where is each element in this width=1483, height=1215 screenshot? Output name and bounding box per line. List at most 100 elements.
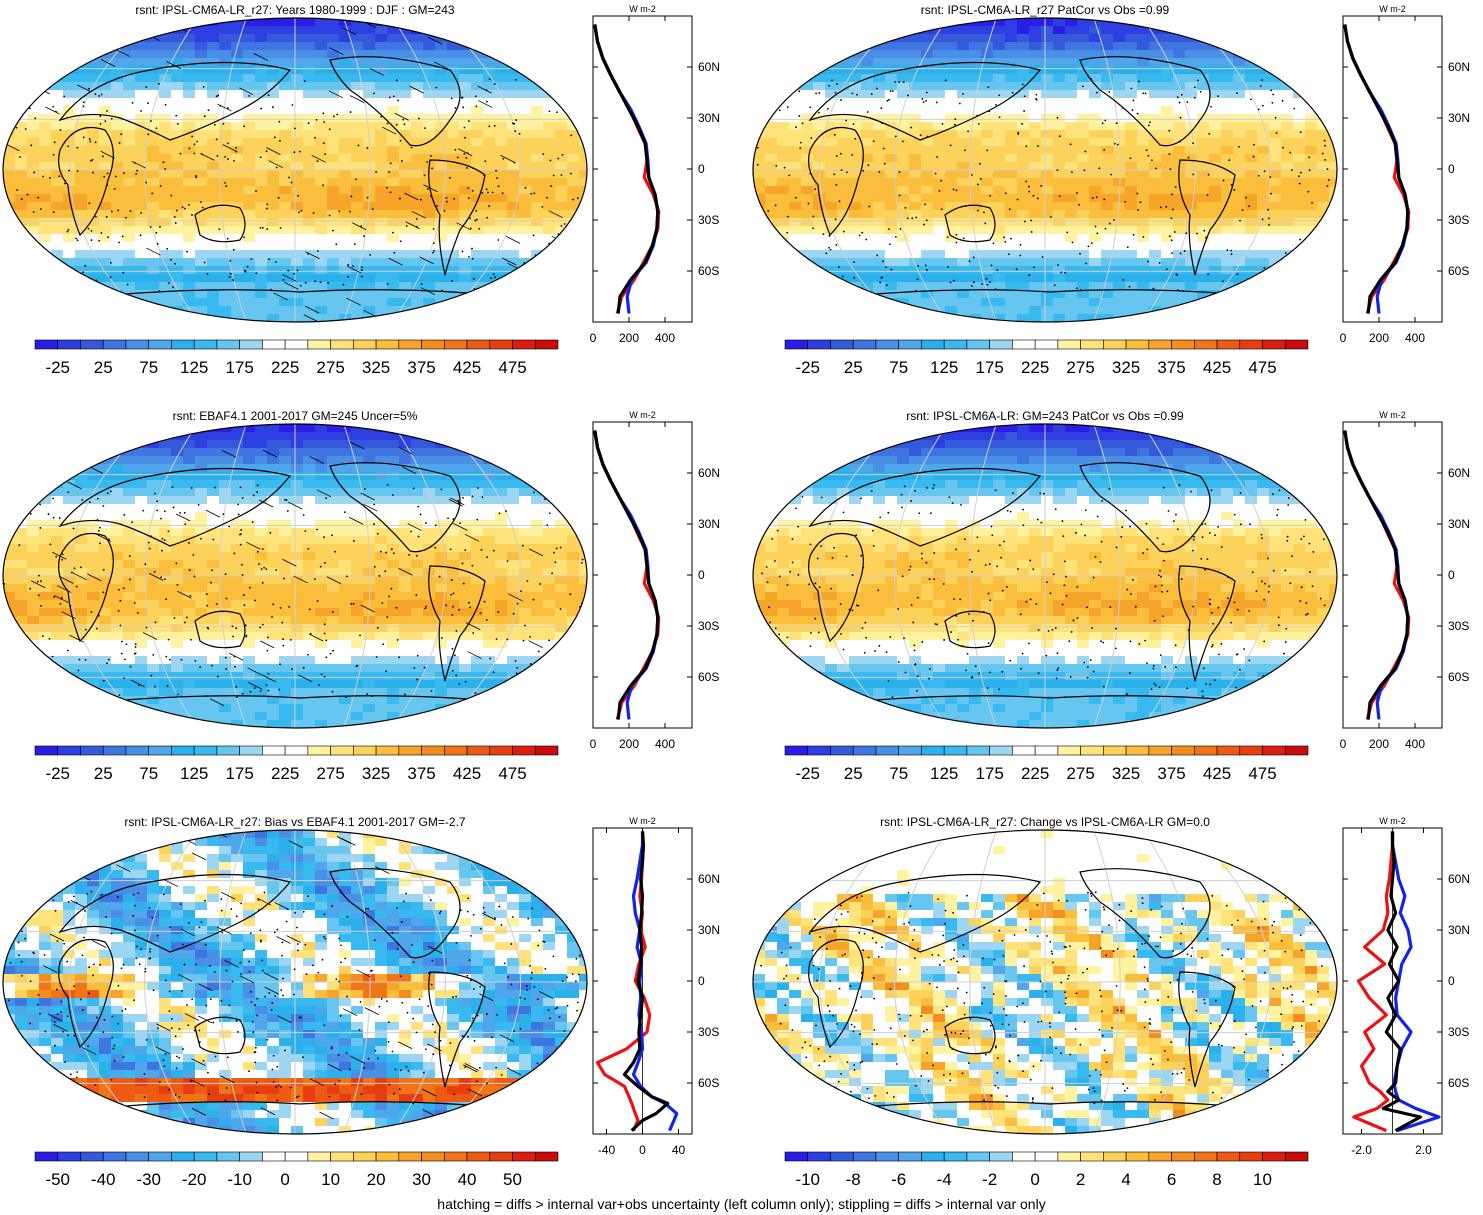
graticule	[3, 830, 587, 1134]
colorbar-swatch	[171, 339, 195, 350]
map-border	[2, 423, 588, 729]
zonal-profile: W m-2 60N 30N 0 30S 60S -2.0 2.0	[1342, 816, 1470, 1157]
profile-x-label: 400	[655, 737, 675, 751]
colorbar-swatch	[512, 1151, 536, 1162]
colorbar-swatch	[1125, 745, 1150, 756]
colorbar-label: 475	[498, 764, 526, 783]
colorbar-swatch	[489, 339, 513, 350]
colorbar-label: 475	[1248, 358, 1276, 377]
colorbar-label: -2	[982, 1170, 997, 1189]
colorbar-swatch	[1125, 339, 1150, 350]
panel-6: rsnt: IPSL-CM6A-LR_r27: Change vs IPSL-C…	[750, 812, 1483, 1192]
colorbar-swatch	[307, 745, 331, 756]
colorbar: -25 25 75 125 175 225 275 325 375 425 475	[784, 339, 1309, 377]
colorbar-swatch	[830, 339, 854, 350]
colorbar-swatch	[1057, 1151, 1081, 1162]
profile-lat-label: 30N	[1448, 517, 1470, 531]
colorbar-label: 40	[458, 1170, 477, 1189]
colorbar-swatch	[1080, 339, 1104, 350]
colorbar-swatch	[1012, 339, 1036, 350]
colorbar-swatch	[1171, 745, 1195, 756]
colorbar-label: 125	[180, 358, 208, 377]
colorbar-swatch	[1239, 745, 1263, 756]
colorbar-swatch	[57, 339, 81, 350]
colorbar-label: -25	[45, 764, 70, 783]
graticule	[753, 18, 1337, 322]
colorbar-swatch	[148, 1151, 172, 1162]
colorbar-swatch	[239, 745, 263, 756]
colorbar-label: 225	[271, 764, 299, 783]
colorbar-swatch	[1148, 745, 1172, 756]
colorbar-swatch	[966, 339, 990, 350]
profile-lat-label: 30S	[698, 1025, 719, 1039]
profile-lat-label: 60N	[1448, 60, 1470, 74]
colorbar-label: 175	[975, 358, 1003, 377]
profile-x-label: 0	[1340, 737, 1347, 751]
colorbar-label: 2	[1076, 1170, 1085, 1189]
panel-1: rsnt: IPSL-CM6A-LR_r27: Years 1980-1999 …	[0, 0, 733, 380]
colorbar-swatch	[989, 745, 1013, 756]
graticule	[3, 424, 587, 728]
colorbar-swatch	[1034, 339, 1059, 350]
profile-lat-label: 0	[1448, 162, 1455, 176]
colorbar-label: 325	[1112, 764, 1140, 783]
colorbar-swatch	[989, 339, 1013, 350]
colorbar-swatch	[512, 339, 536, 350]
panel-chart: rsnt: IPSL-CM6A-LR_r27 PatCor vs Obs =0.…	[752, 3, 1470, 377]
colorbar-swatch	[444, 745, 468, 756]
colorbar-swatch	[807, 339, 831, 350]
colorbar-label: -25	[795, 764, 820, 783]
panel-3: rsnt: EBAF4.1 2001-2017 GM=245 Uncer=5% -…	[0, 406, 733, 786]
colorbar-swatch	[489, 1151, 513, 1162]
map-border	[2, 17, 588, 323]
colorbar-label: 10	[321, 1170, 340, 1189]
colorbar-label: 325	[362, 358, 390, 377]
profile-series-black	[622, 831, 670, 1132]
profile-x-label: 200	[619, 737, 639, 751]
colorbar-swatch	[534, 745, 559, 756]
colorbar-label: 375	[407, 358, 435, 377]
panel-chart: rsnt: IPSL-CM6A-LR_r27: Years 1980-1999 …	[2, 3, 720, 377]
profile-lat-label: 60N	[1448, 872, 1470, 886]
profile-lat-label: 60S	[1448, 670, 1469, 684]
coastlines	[58, 56, 541, 301]
colorbar-swatch	[1171, 1151, 1195, 1162]
colorbar-label: 425	[1203, 764, 1231, 783]
colorbar-swatch	[466, 745, 491, 756]
colorbar-swatch	[193, 1151, 218, 1162]
profile-series-black	[1343, 24, 1410, 314]
profile-lat-label: 0	[1448, 974, 1455, 988]
colorbar-swatch	[875, 745, 899, 756]
profile-x-label: 400	[655, 331, 675, 345]
colorbar-label: 325	[362, 764, 390, 783]
profile-lat-label: 60N	[698, 872, 720, 886]
profile-series-black	[593, 24, 660, 314]
colorbar-swatch	[1057, 745, 1081, 756]
colorbar-label: 325	[1112, 358, 1140, 377]
panel-chart: rsnt: EBAF4.1 2001-2017 GM=245 Uncer=5% -…	[2, 409, 720, 783]
profile-x-label: 400	[1405, 737, 1425, 751]
coastlines	[58, 868, 541, 1113]
colorbar-swatch	[1216, 339, 1241, 350]
colorbar-swatch	[353, 339, 377, 350]
colorbar-swatch	[171, 1151, 195, 1162]
colorbar-label: 275	[1066, 764, 1094, 783]
colorbar-swatch	[330, 1151, 354, 1162]
colorbar-label: -25	[795, 358, 820, 377]
colorbar-swatch	[875, 1151, 899, 1162]
colorbar-swatch	[262, 1151, 286, 1162]
colorbar-swatch	[1080, 745, 1104, 756]
profile-lat-label: 60S	[698, 670, 719, 684]
profile-lat-label: 30N	[698, 111, 720, 125]
colorbar-label: -8	[846, 1170, 861, 1189]
colorbar-label: 225	[271, 358, 299, 377]
profile-lat-label: 0	[698, 974, 705, 988]
colorbar-label: 375	[407, 764, 435, 783]
colorbar-swatch	[943, 339, 968, 350]
colorbar-label: 425	[1203, 358, 1231, 377]
colorbar: -25 25 75 125 175 225 275 325 375 425 475	[34, 339, 559, 377]
map-title: rsnt: IPSL-CM6A-LR_r27: Change vs IPSL-C…	[880, 815, 1210, 829]
zonal-profile: W m-2 60N 30N 0 30S 60S 0 200 400	[590, 410, 720, 751]
profile-lat-label: 30S	[1448, 213, 1469, 227]
colorbar-swatch	[239, 339, 263, 350]
